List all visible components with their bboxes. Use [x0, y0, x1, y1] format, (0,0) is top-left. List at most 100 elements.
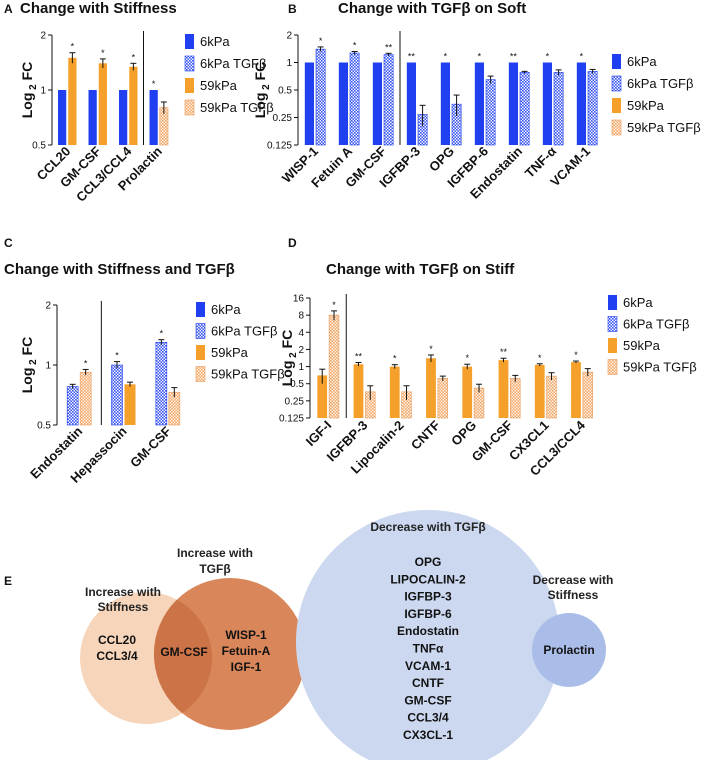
legend-label-2: 59kPa: [623, 338, 661, 353]
y-axis-label: Log 2 FC: [19, 62, 39, 119]
significance-marker: **: [355, 351, 363, 361]
legend-label-1: 6kPa TGFβ: [627, 76, 693, 91]
bar-c-1-2: [124, 384, 136, 425]
bar-b-6-0: [508, 62, 518, 145]
venn-item-stiffness: CCL3/4: [96, 649, 138, 663]
venn-item-decrease-tgf: OPG: [415, 555, 442, 569]
venn-item-decrease-tgf: LIPOCALIN-2: [390, 572, 466, 586]
venn-item-decrease-tgf: IGFBP-3: [404, 590, 452, 604]
significance-marker: *: [132, 52, 136, 62]
legend-label-3: 59kPa TGFβ: [200, 100, 274, 115]
bar-d-7-3: [582, 371, 593, 419]
legend-label-2: 59kPa: [211, 345, 249, 360]
bar-b-7-0: [542, 62, 552, 145]
significance-marker: *: [332, 300, 336, 310]
category-label: GM-CSF: [469, 417, 516, 464]
y-tick-label: 2: [298, 345, 304, 356]
panel-letter-e: E: [4, 574, 12, 588]
panel-letter-a: A: [4, 2, 13, 16]
bar-b-4-0: [440, 62, 450, 145]
legend-swatch-1: [607, 316, 618, 332]
y-tick-label: 1: [286, 58, 292, 69]
bar-c-0-1: [66, 386, 79, 426]
y-tick-label: 16: [293, 294, 305, 305]
bar-b-5-0: [474, 62, 484, 145]
y-tick-label: 0.125: [279, 414, 304, 425]
category-label: CNTF: [408, 417, 443, 452]
legend-label-2: 59kPa: [200, 78, 238, 93]
venn-item-decrease-tgf: GM-CSF: [404, 693, 451, 707]
significance-marker: *: [393, 354, 397, 364]
bar-a-2-0: [119, 90, 128, 145]
bar-d-5-3: [510, 378, 521, 419]
bar-a-0-2: [68, 57, 77, 146]
legend-swatch-0: [612, 54, 621, 69]
legend-swatch-1: [611, 75, 622, 92]
legend-label-0: 6kPa: [627, 54, 657, 69]
y-tick-label: 1: [40, 86, 46, 97]
bar-d-0-2: [317, 375, 328, 418]
legend-label-3: 59kPa TGFβ: [627, 120, 701, 135]
legend-swatch-1: [184, 55, 195, 72]
venn-circle-decrease-stiffness: [532, 613, 606, 687]
venn-overlap: [154, 592, 212, 724]
category-label: OPG: [448, 418, 479, 449]
legend-label-1: 6kPa TGFβ: [623, 317, 689, 332]
venn-title-tgf: Increase with: [177, 546, 253, 560]
bar-d-3-3: [437, 378, 448, 419]
panel-title-b: Change with TGFβ on Soft: [338, 0, 526, 17]
panel-title-c: Change with Stiffness and TGFβ: [4, 261, 235, 278]
venn-item-overlap: GM-CSF: [160, 645, 207, 659]
bar-a-2-2: [129, 66, 138, 145]
panel-b-chart: B Change with TGFβ on Soft 0.125 0.25 0.5 1 2 L…: [252, 0, 701, 202]
significance-marker: *: [574, 350, 578, 360]
bar-b-8-0: [576, 62, 586, 145]
bar-b-0-1: [315, 48, 326, 146]
venn-item-decrease-tgf: TNFα: [413, 642, 444, 656]
legend-swatch-3: [184, 99, 195, 116]
category-label: OPG: [426, 144, 457, 175]
legend-swatch-2: [608, 338, 617, 353]
panel-title-a: Change with Stiffness: [20, 0, 177, 17]
significance-marker: *: [84, 358, 88, 368]
y-tick-label: 0.125: [267, 141, 292, 152]
legend-swatch-2: [612, 98, 621, 113]
venn-title-decrease-stiffness: Decrease with: [533, 573, 614, 587]
significance-marker: **: [385, 42, 393, 52]
venn-item-tgf: Fetuin-A: [222, 644, 271, 658]
legend-swatch-1: [195, 323, 206, 339]
legend-label-0: 6kPa: [211, 302, 241, 317]
legend-label-0: 6kPa: [200, 34, 230, 49]
bar-b-0-0: [304, 62, 314, 145]
bar-d-6-3: [546, 375, 557, 419]
bar-c-1-1: [111, 364, 123, 426]
bar-d-2-2: [389, 366, 400, 418]
legend-swatch-3: [195, 366, 206, 382]
venn-item-decrease-stiffness: Prolactin: [543, 643, 594, 657]
y-tick-label: 1: [45, 361, 51, 372]
y-tick-label: 4: [298, 328, 304, 339]
venn-title-decrease-stiffness: Stiffness: [548, 588, 599, 602]
significance-marker: *: [580, 52, 584, 62]
significance-marker: **: [510, 52, 518, 62]
bar-a-3-0: [149, 90, 158, 145]
legend-label-3: 59kPa TGFβ: [211, 367, 285, 382]
legend-label-3: 59kPa TGFβ: [623, 360, 697, 375]
y-tick-label: 0.5: [290, 379, 304, 390]
bar-c-0-3: [79, 371, 92, 426]
y-axis-label: Log 2 FC: [19, 337, 39, 394]
venn-title-tgf: TGFβ: [199, 562, 230, 576]
y-tick-label: 2: [40, 31, 46, 42]
significance-marker: *: [353, 40, 357, 50]
significance-marker: *: [444, 52, 448, 62]
bar-b-6-1: [519, 72, 530, 146]
bar-d-5-2: [498, 360, 509, 418]
y-axis-label: Log 2 FC: [279, 330, 299, 387]
venn-item-decrease-tgf: Endostatin: [397, 624, 459, 638]
bar-c-2-3: [168, 391, 181, 426]
bar-b-3-0: [406, 62, 416, 145]
bar-d-3-2: [426, 358, 436, 418]
significance-marker: **: [408, 52, 416, 62]
